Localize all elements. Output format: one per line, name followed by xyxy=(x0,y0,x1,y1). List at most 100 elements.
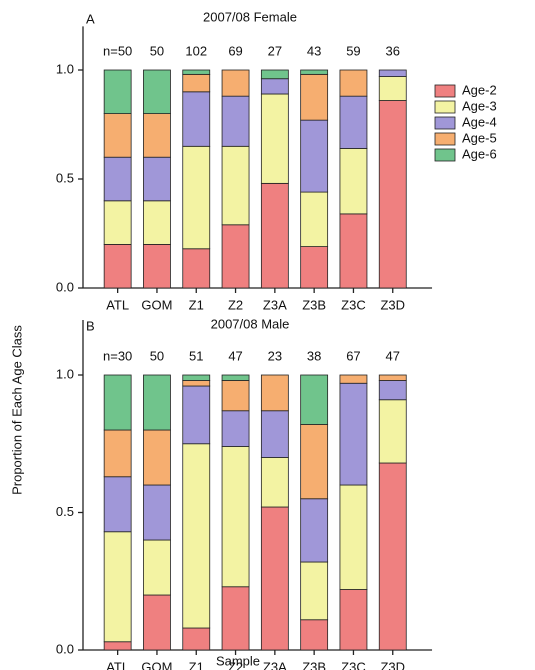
bar-segment xyxy=(103,113,132,158)
legend-label: Age-2 xyxy=(462,82,497,97)
bar-segment xyxy=(339,69,368,97)
bar-segment xyxy=(103,243,132,289)
legend-swatch xyxy=(434,148,456,162)
bar-segment xyxy=(378,100,407,289)
bar-segment xyxy=(143,374,171,431)
legend-label: Age-3 xyxy=(462,98,497,113)
n-label: 47 xyxy=(386,348,400,363)
y-tick-label: 1.0 xyxy=(56,61,74,76)
n-label: n=50 xyxy=(103,43,132,58)
bar-segment xyxy=(221,145,250,226)
bar-segment xyxy=(378,374,407,381)
x-tick-label: Z1 xyxy=(189,297,204,312)
x-tick-label: GOM xyxy=(141,297,172,312)
x-tick-label: Z3C xyxy=(341,297,366,312)
bar-segment xyxy=(221,69,250,97)
panel-label: B xyxy=(86,318,95,333)
bar-segment xyxy=(260,182,289,289)
bar-segment xyxy=(339,484,368,590)
bar-segment xyxy=(143,243,171,289)
bar-segment xyxy=(143,113,171,158)
bar-segment xyxy=(103,69,132,114)
chart-title: 2007/08 Female xyxy=(203,9,297,24)
bar-segment xyxy=(300,498,329,563)
bar-segment xyxy=(103,531,132,643)
legend-swatch xyxy=(434,132,456,146)
bar-segment xyxy=(339,374,368,384)
bar-segment xyxy=(300,374,329,425)
bar-segment xyxy=(221,374,250,381)
bar-segment xyxy=(221,446,250,588)
bar-segment xyxy=(221,380,250,412)
n-label: 69 xyxy=(228,43,242,58)
n-label: 50 xyxy=(150,43,164,58)
y-tick-label: 0.0 xyxy=(56,641,74,656)
n-label: 47 xyxy=(228,348,242,363)
bar-segment xyxy=(143,484,171,541)
n-label: 23 xyxy=(268,348,282,363)
x-tick-label: Z2 xyxy=(228,659,243,670)
legend-swatch xyxy=(434,116,456,130)
bar-segment xyxy=(143,200,171,245)
bar-segment xyxy=(143,539,171,596)
n-label: n=30 xyxy=(103,348,132,363)
bar-segment xyxy=(221,224,250,289)
y-axis-label: Proportion of Each Age Class xyxy=(9,325,24,495)
bar-segment xyxy=(182,374,211,381)
chart-title: 2007/08 Male xyxy=(211,316,290,331)
bar-segment xyxy=(260,374,289,412)
n-label: 36 xyxy=(386,43,400,58)
bar-segment xyxy=(182,69,211,75)
bar-segment xyxy=(103,200,132,245)
bar-segment xyxy=(339,213,368,289)
x-tick-label: Z3B xyxy=(302,297,326,312)
bar-segment xyxy=(300,424,329,500)
n-label: 38 xyxy=(307,348,321,363)
y-tick-label: 0.0 xyxy=(56,279,74,294)
bar-segment xyxy=(221,95,250,147)
legend-label: Age-6 xyxy=(462,146,497,161)
bar-segment xyxy=(300,561,329,621)
bar-segment xyxy=(103,374,132,431)
n-label: 51 xyxy=(189,348,203,363)
x-tick-label: GOM xyxy=(141,659,172,670)
legend-label: Age-4 xyxy=(462,114,497,129)
bar-segment xyxy=(182,248,211,289)
bar-segment xyxy=(339,95,368,149)
bar-segment xyxy=(300,69,329,75)
x-tick-label: Z3D xyxy=(380,297,405,312)
bar-segment xyxy=(182,385,211,445)
n-label: 67 xyxy=(346,348,360,363)
bar-segment xyxy=(339,148,368,215)
bar-segment xyxy=(143,69,171,114)
bar-segment xyxy=(378,462,407,651)
bar-segment xyxy=(260,69,289,80)
bar-segment xyxy=(260,410,289,458)
bar-segment xyxy=(339,382,368,486)
bar-segment xyxy=(378,69,407,77)
bar-segment xyxy=(182,91,211,147)
bar-segment xyxy=(221,586,250,651)
bar-segment xyxy=(103,429,132,478)
bar-segment xyxy=(182,380,211,387)
y-tick-label: 0.5 xyxy=(56,504,74,519)
bar-segment xyxy=(300,73,329,121)
x-tick-label: Z3B xyxy=(302,659,326,670)
x-tick-label: Z2 xyxy=(228,297,243,312)
bar-segment xyxy=(182,627,211,651)
bar-segment xyxy=(103,476,132,533)
bar-segment xyxy=(103,641,132,651)
bar-segment xyxy=(143,156,171,202)
y-tick-label: 0.5 xyxy=(56,170,74,185)
bar-segment xyxy=(260,506,289,651)
bar-segment xyxy=(300,119,329,193)
x-axis-label: Sample xyxy=(216,653,260,668)
legend-label: Age-5 xyxy=(462,130,497,145)
bar-segment xyxy=(182,73,211,93)
x-tick-label: Z3A xyxy=(263,659,287,670)
bar-segment xyxy=(378,399,407,464)
bar-segment xyxy=(221,410,250,447)
bar-segment xyxy=(300,191,329,247)
